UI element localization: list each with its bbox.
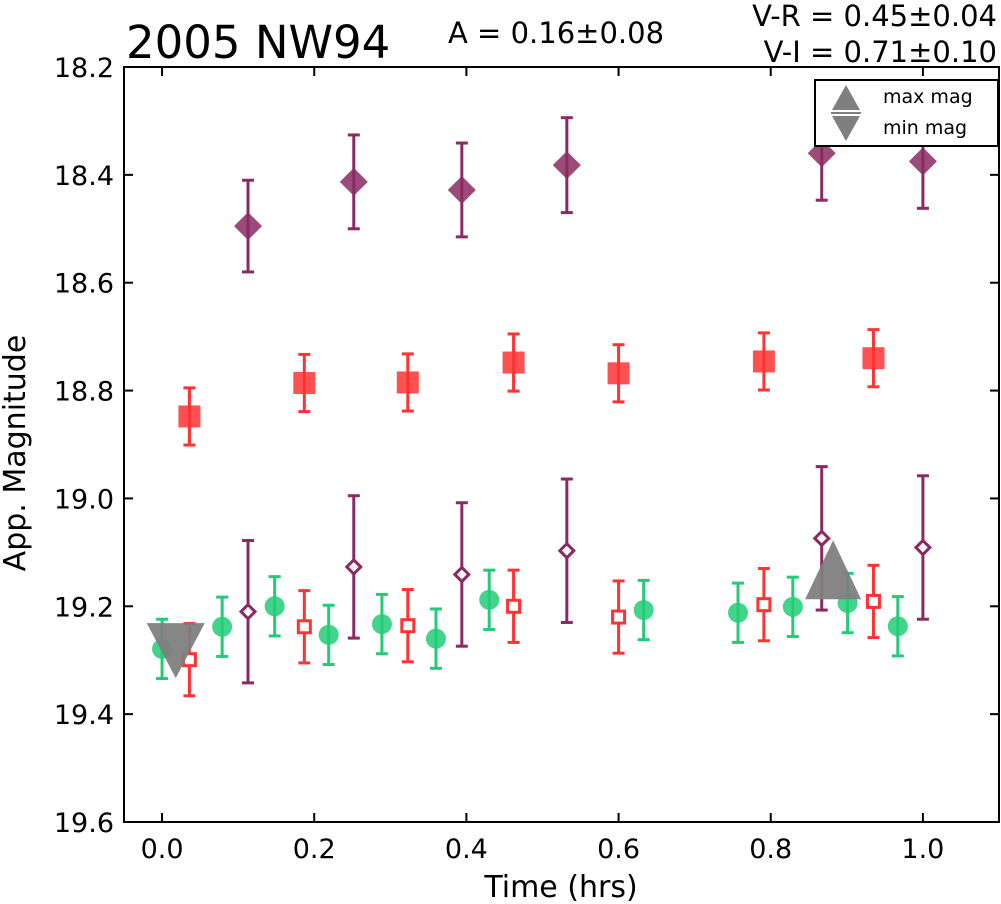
data-point-diamond: [557, 541, 576, 560]
data-point-diamond: [238, 602, 258, 621]
plot-frame: [123, 66, 1000, 823]
color-index-vr: V-R = 0.45±0.04: [752, 0, 997, 33]
data-point-square: [756, 597, 772, 613]
x-axis-label: Time (hrs): [483, 870, 637, 904]
plot-data: [146, 104, 937, 698]
data-point-square: [296, 619, 312, 635]
min-mag-triangle-icon: [832, 116, 860, 141]
legend: max mag min mag: [814, 79, 999, 147]
y-tick-label: 19.0: [54, 484, 114, 515]
series-0-diamond: [234, 104, 937, 274]
x-tick-label: 0.2: [293, 834, 336, 865]
data-point-diamond: [234, 212, 263, 241]
data-point-circle: [782, 596, 803, 617]
series-1-square: [178, 328, 885, 447]
chart-title: 2005 NW94: [126, 16, 390, 69]
data-point-circle: [479, 589, 500, 610]
data-point-diamond: [447, 175, 476, 204]
data-point-square: [607, 362, 630, 385]
y-tick-label: 19.4: [54, 700, 114, 731]
data-point-diamond: [452, 565, 471, 584]
y-tick-label: 19.6: [54, 808, 114, 839]
data-point-square: [611, 609, 627, 625]
data-point-diamond: [908, 147, 937, 176]
x-tick-label: 0.8: [749, 834, 792, 865]
data-point-square: [502, 351, 525, 374]
data-point-circle: [212, 616, 233, 637]
max-mag-triangle-icon: [832, 85, 860, 110]
data-point-circle: [887, 616, 908, 637]
y-tick-label: 18.6: [54, 269, 114, 300]
y-tick-label: 18.8: [54, 377, 114, 408]
legend-label-min: min mag: [883, 117, 967, 139]
y-tick-label: 18.2: [54, 53, 114, 84]
data-point-diamond: [344, 557, 363, 577]
data-point-diamond: [812, 529, 831, 548]
y-tick-label: 19.2: [54, 592, 114, 623]
data-point-square: [506, 598, 522, 614]
data-point-circle: [318, 624, 339, 645]
extrema-markers: [146, 540, 862, 679]
legend-label-max: max mag: [883, 86, 973, 108]
data-point-diamond: [339, 167, 368, 196]
y-tick-label: 18.4: [54, 161, 114, 192]
data-point-square: [178, 405, 201, 428]
data-point-diamond: [552, 151, 581, 180]
data-point-square: [862, 347, 885, 370]
series-4-circle: [152, 568, 908, 681]
x-tick-label: 0.0: [141, 834, 184, 865]
amplitude-label: A = 0.16±0.08: [448, 16, 664, 50]
color-index-vi: V-I = 0.71±0.10: [764, 35, 997, 69]
y-axis-label: App. Magnitude: [0, 335, 33, 572]
data-point-circle: [264, 596, 285, 617]
data-point-circle: [728, 602, 749, 623]
series-3-square: [181, 563, 881, 698]
series-2-diamond: [238, 465, 933, 685]
x-tick-label: 1.0: [901, 834, 944, 865]
x-tick-label: 0.4: [445, 834, 488, 865]
data-point-circle: [633, 600, 654, 621]
data-point-circle: [425, 628, 446, 649]
x-tick-label: 0.6: [597, 834, 640, 865]
data-point-diamond: [913, 538, 933, 557]
data-point-circle: [371, 614, 392, 635]
max-mag-marker: [805, 540, 862, 600]
data-point-square: [293, 372, 316, 395]
data-point-square: [752, 350, 775, 373]
data-point-square: [400, 618, 416, 634]
data-point-square: [865, 593, 881, 609]
axis-ticks: 0.0 0.2 0.4 0.6 0.8 1.0 18.2 18.4 18.6 18.8 19.0 19…: [54, 53, 999, 865]
min-mag-marker: [146, 623, 205, 679]
data-point-square: [396, 371, 419, 394]
